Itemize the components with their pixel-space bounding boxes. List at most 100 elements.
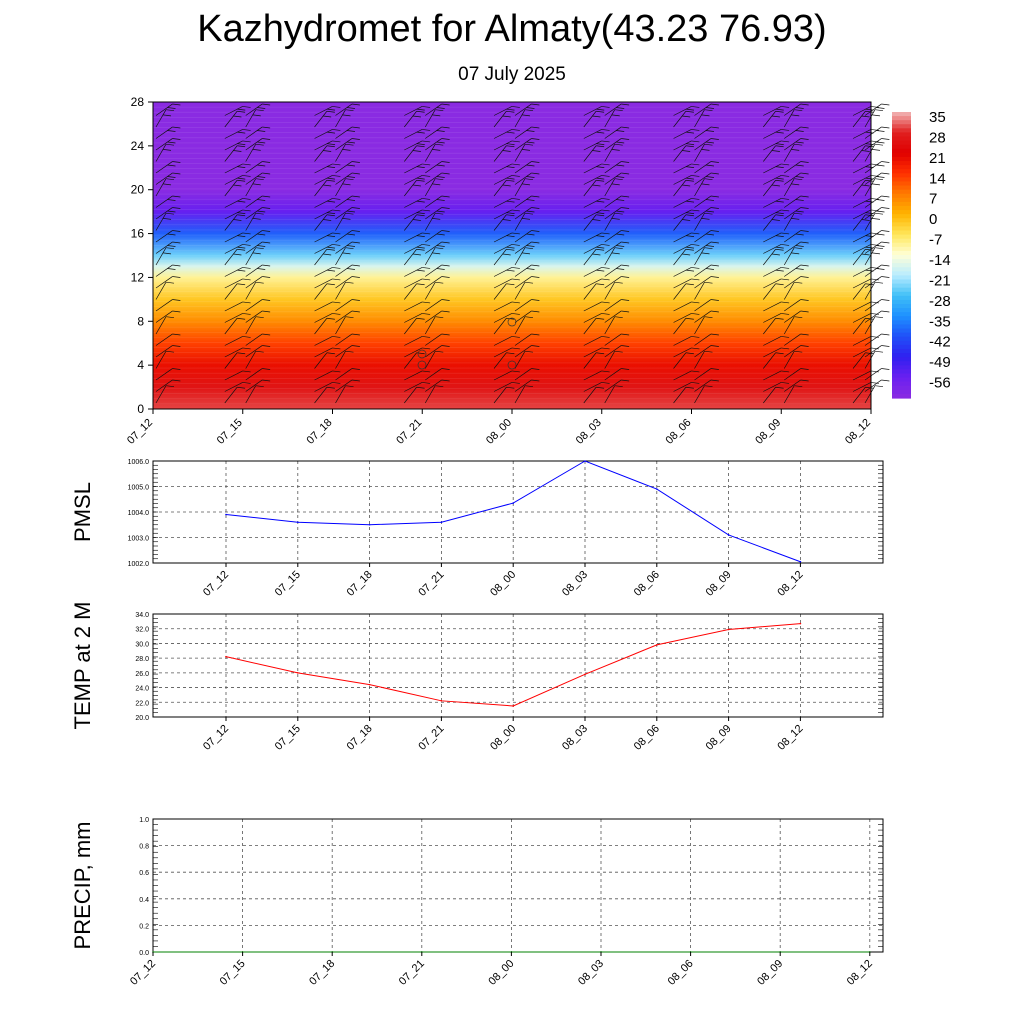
wind-barb (424, 178, 444, 197)
wind-barb-staff (864, 316, 876, 335)
wind-barb-staff (673, 145, 687, 162)
wind-barb-staff (404, 387, 417, 404)
wind-barb-staff (604, 299, 622, 312)
wind-barb-staff (224, 387, 238, 404)
wind-barb-staff (763, 129, 782, 139)
wind-barb-flag (616, 210, 625, 213)
wind-barb-staff (404, 180, 417, 197)
wind-barb (424, 143, 444, 162)
wind-barb (864, 247, 884, 266)
wind-barb-flag (794, 109, 803, 112)
wind-barb (783, 281, 803, 300)
wind-barb-staff (155, 276, 173, 289)
wind-barb-staff (335, 103, 353, 116)
wind-barb-flag (775, 177, 784, 180)
wind-barb-flag (691, 370, 700, 373)
wind-barb (245, 161, 271, 174)
wind-barb-staff (864, 241, 882, 254)
wind-barb (604, 178, 623, 197)
wind-barb-staff (404, 145, 417, 162)
wind-barb-staff (224, 198, 243, 208)
data-point (225, 655, 227, 658)
wind-barb-flag (506, 179, 515, 182)
wind-barb-flag (255, 281, 264, 284)
wind-barb-staff (583, 163, 602, 174)
wind-barb (763, 214, 784, 231)
wind-barb (224, 336, 251, 346)
wind-barb-flag (800, 345, 809, 347)
wind-barb-flag (172, 241, 181, 244)
wind-barb-flag (874, 385, 884, 388)
wind-barb-staff (864, 379, 882, 392)
y-tick-label: 16 (131, 227, 145, 241)
wind-barb (583, 278, 610, 289)
wind-barb-flag (874, 316, 884, 319)
wind-barb-flag (682, 253, 691, 256)
wind-barb (694, 310, 719, 323)
wind-barb (425, 379, 450, 392)
wind-barb-flag (526, 268, 535, 270)
wind-barb-flag (621, 345, 630, 347)
wind-barb-flag (511, 163, 520, 166)
wind-barb (314, 301, 341, 312)
wind-barb-flag (871, 149, 881, 151)
wind-barb (583, 248, 605, 266)
wind-barb (583, 336, 610, 346)
wind-barb-flag (242, 267, 251, 269)
wind-barb-flag (422, 382, 431, 384)
wind-barb (404, 198, 431, 208)
wind-barb (604, 109, 623, 128)
wind-barb-staff (335, 310, 353, 323)
wind-barb-flag (710, 195, 719, 198)
colorbar-swatch (892, 193, 911, 199)
y-tick-label: 0.4 (139, 897, 149, 904)
wind-barb-flag (691, 278, 700, 281)
wind-barb (155, 241, 181, 254)
wind-barb-flag (876, 210, 885, 213)
data-point (727, 534, 730, 536)
wind-barb (335, 178, 354, 197)
wind-barb-flag (616, 176, 625, 178)
wind-barb (155, 212, 175, 231)
wind-barb (425, 310, 450, 323)
wind-barb-staff (224, 180, 238, 197)
wind-barb (425, 333, 450, 346)
wind-barb (335, 172, 360, 185)
wind-barb-flag (800, 241, 809, 244)
wind-barb-staff (784, 264, 801, 277)
wind-barb-flag (621, 230, 630, 232)
wind-barb (604, 299, 630, 312)
calm-wind-circle (417, 349, 427, 359)
wind-barb-flag (435, 316, 444, 319)
wind-barb (784, 230, 809, 243)
colorbar-swatch (892, 344, 911, 350)
wind-barb-staff (852, 301, 872, 312)
wind-barb (694, 281, 713, 300)
wind-barb-staff (155, 247, 167, 266)
wind-barb (514, 310, 540, 323)
wind-barb-flag (252, 149, 261, 151)
wind-barb-flag (601, 106, 610, 108)
wind-barb-flag (257, 268, 266, 270)
colorbar-swatch (892, 234, 911, 240)
wind-barb-staff (155, 195, 173, 208)
wind-barb-staff (784, 310, 801, 323)
wind-barb (155, 247, 175, 266)
wind-barb-flag (596, 131, 605, 134)
wind-barb-flag (332, 267, 341, 269)
wind-barb-staff (604, 138, 622, 151)
x-tick-label: 08_12 (775, 569, 805, 599)
wind-barb (583, 382, 610, 392)
wind-barb-flag (691, 140, 700, 143)
wind-barb-staff (852, 283, 866, 300)
wind-barb-staff (673, 313, 692, 323)
wind-barb (404, 347, 431, 358)
wind-barb-flag (870, 301, 879, 304)
wind-barb-flag (795, 233, 804, 236)
wind-barb-staff (864, 126, 882, 139)
wind-barb-flag (685, 386, 694, 389)
wind-barb (694, 161, 719, 174)
wind-barb (784, 333, 809, 346)
wind-barb-staff (673, 318, 687, 335)
wind-barb-flag (685, 177, 695, 180)
